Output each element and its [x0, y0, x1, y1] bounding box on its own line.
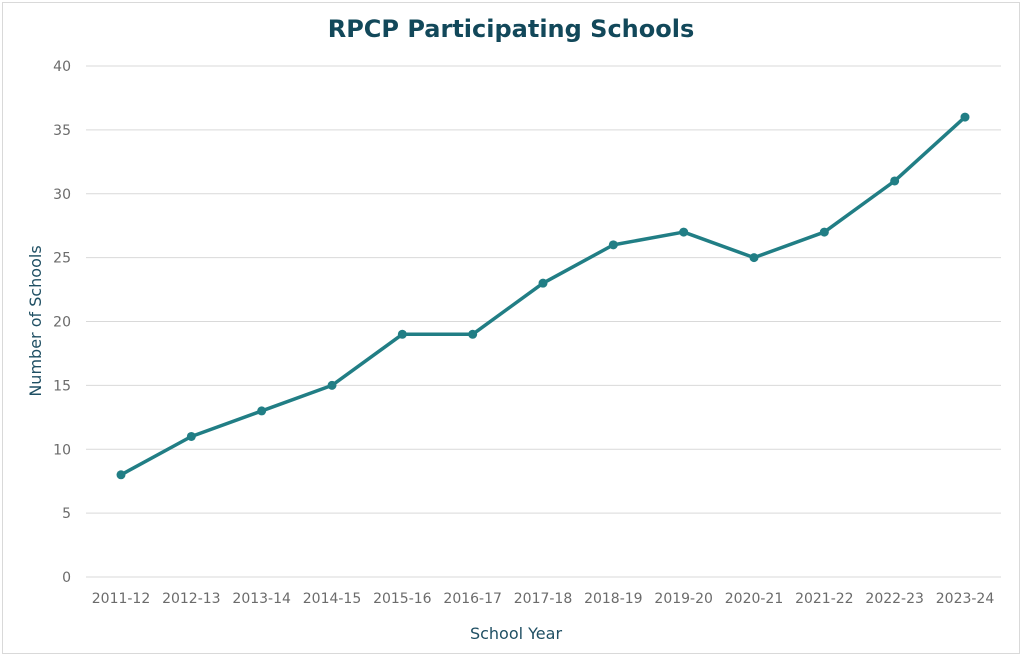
data-point — [327, 380, 337, 390]
x-tick-label: 2019-20 — [654, 591, 713, 607]
data-point — [890, 176, 900, 186]
y-axis-ticks: 0 5 10 15 20 25 30 35 40 — [53, 59, 71, 586]
x-tick-label: 2023-24 — [936, 591, 995, 607]
data-point — [257, 406, 267, 416]
y-tick-label: 10 — [53, 442, 71, 458]
data-point — [538, 278, 548, 288]
y-axis-label: Number of Schools — [26, 245, 45, 396]
x-tick-label: 2016-17 — [443, 591, 502, 607]
x-tick-label: 2022-23 — [865, 591, 924, 607]
x-tick-label: 2011-12 — [92, 591, 151, 607]
data-point — [749, 253, 759, 263]
data-points — [116, 112, 970, 480]
series-line — [119, 115, 967, 477]
x-tick-label: 2015-16 — [373, 591, 432, 607]
y-tick-label: 15 — [53, 378, 71, 394]
x-tick-label: 2021-22 — [795, 591, 854, 607]
y-tick-label: 5 — [62, 506, 71, 522]
x-tick-label: 2013-14 — [232, 591, 291, 607]
chart-title: RPCP Participating Schools — [328, 15, 695, 43]
gridlines — [86, 65, 1001, 578]
y-tick-label: 25 — [53, 251, 71, 267]
x-axis-ticks: 2011-12 2012-13 2013-14 2014-15 2015-16 2016-… — [92, 591, 995, 607]
data-point — [468, 329, 478, 339]
y-tick-label: 0 — [62, 570, 71, 586]
x-tick-label: 2012-13 — [162, 591, 221, 607]
x-tick-label: 2017-18 — [514, 591, 573, 607]
data-point — [960, 112, 970, 122]
data-point — [608, 240, 618, 250]
data-point — [116, 470, 126, 480]
data-point — [679, 227, 689, 237]
data-point — [397, 329, 407, 339]
y-tick-label: 35 — [53, 123, 71, 139]
y-tick-label: 30 — [53, 187, 71, 203]
y-tick-label: 40 — [53, 59, 71, 75]
y-tick-label: 20 — [53, 315, 71, 331]
x-tick-label: 2020-21 — [725, 591, 784, 607]
x-tick-label: 2014-15 — [303, 591, 362, 607]
x-axis-label: School Year — [470, 624, 563, 643]
data-point — [819, 227, 829, 237]
data-point — [186, 431, 196, 441]
x-tick-label: 2018-19 — [584, 591, 643, 607]
